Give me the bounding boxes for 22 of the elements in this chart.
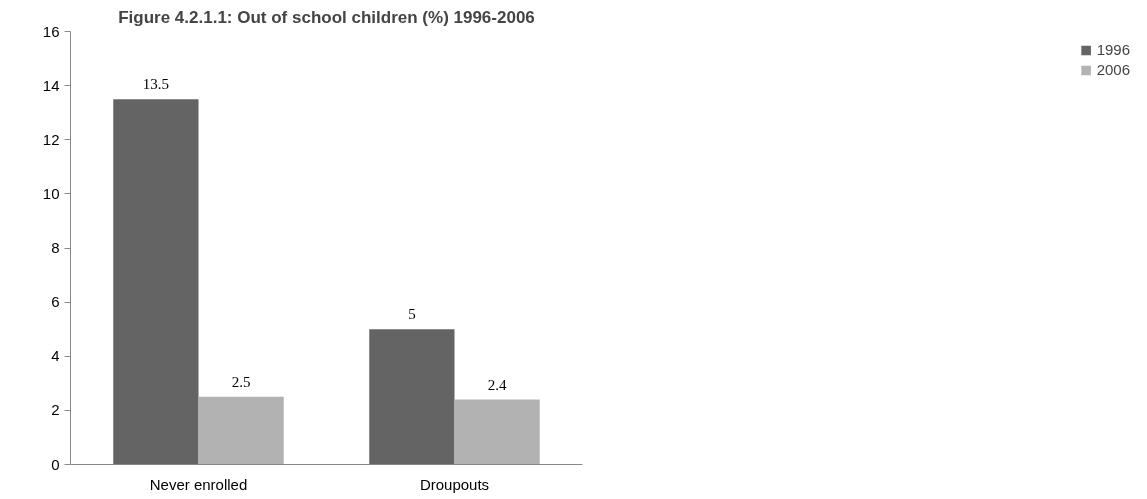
x-tick-label: Never enrolled [149,475,248,493]
chart-title: Figure 4.2.1.1: Out of school children (%) 1996-2006 [118,7,535,27]
bar [454,399,540,465]
bar [113,99,199,465]
y-tick-label: 14 [42,76,60,94]
legend-label: 1996 [1096,41,1130,58]
y-tick-label: 10 [42,184,60,202]
data-label: 5 [408,306,416,323]
y-tick-label: 16 [42,22,60,40]
data-label: 2.4 [487,376,507,393]
legend-label: 2006 [1096,61,1130,78]
y-tick-label: 4 [51,347,60,365]
y-tick-label: 2 [51,401,60,419]
x-tick-label: Droupouts [419,475,490,493]
y-tick-label: 8 [51,239,60,256]
y-tick-label: 6 [51,293,60,311]
bar [198,396,284,465]
data-label: 2.5 [231,373,251,390]
bar [369,329,455,465]
y-tick-label: 0 [51,455,60,473]
data-label: 13.5 [142,76,169,93]
y-tick-label: 12 [42,130,60,148]
